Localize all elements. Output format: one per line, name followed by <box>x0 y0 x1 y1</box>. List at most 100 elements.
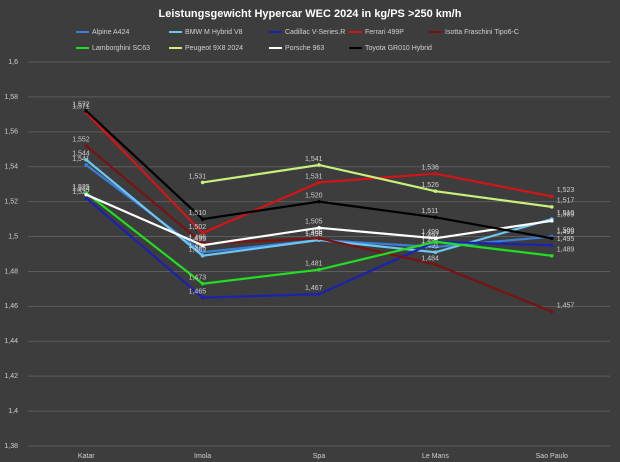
data-point <box>317 292 321 296</box>
x-tick-label: Sao Paulo <box>536 453 568 460</box>
data-label: 1,489 <box>189 247 207 254</box>
data-label: 1,491 <box>421 243 439 250</box>
data-point <box>550 236 554 241</box>
data-point <box>433 245 438 249</box>
data-label: 1,484 <box>421 255 439 262</box>
data-point <box>200 281 205 286</box>
data-point <box>433 250 438 255</box>
data-label: 1,495 <box>189 236 207 243</box>
y-tick-label: 1,52 <box>4 198 18 205</box>
x-tick-label: Katar <box>78 453 95 460</box>
data-point <box>433 236 438 241</box>
data-label: 1,497 <box>421 233 439 240</box>
data-point <box>200 250 205 255</box>
data-label: 1,520 <box>305 192 323 199</box>
y-tick-label: 1,48 <box>4 268 18 275</box>
data-label: 1,523 <box>557 187 575 194</box>
y-tick-label: 1,46 <box>4 303 18 310</box>
data-label: 1,522 <box>72 189 90 196</box>
data-label: 1,473 <box>189 275 207 282</box>
data-point <box>200 180 205 185</box>
data-point <box>550 219 554 223</box>
data-label: 1,465 <box>189 288 207 295</box>
data-label: 1,499 <box>421 229 439 236</box>
legend-label: Peugeot 9X8 2024 <box>185 45 243 52</box>
data-point <box>84 157 88 162</box>
data-label: 1,496 <box>189 234 207 241</box>
data-point <box>84 192 88 197</box>
data-label: 1,495 <box>557 236 575 243</box>
y-tick-label: 1,58 <box>4 94 18 101</box>
data-label: 1,544 <box>72 151 90 158</box>
legend-label: BMW M Hybrid V8 <box>185 29 243 36</box>
series-line <box>202 163 552 208</box>
data-label: 1,500 <box>557 227 575 234</box>
data-label: 1,541 <box>305 156 323 163</box>
data-label: 1,572 <box>72 102 90 109</box>
data-point <box>317 226 321 230</box>
data-point <box>550 205 554 209</box>
data-label: 1,505 <box>305 219 323 226</box>
y-tick-label: 1,54 <box>4 164 18 171</box>
data-label: 1,525 <box>72 184 90 191</box>
data-label: 1,457 <box>557 302 575 309</box>
chart-title: Leistungsgewicht Hypercar WEC 2024 in kg… <box>159 8 462 20</box>
data-label: 1,499 <box>305 229 323 236</box>
data-point <box>200 243 205 248</box>
data-point <box>200 295 205 300</box>
data-point <box>200 253 205 258</box>
data-label: 1,502 <box>189 224 207 231</box>
data-point <box>550 253 554 258</box>
legend-label: Cadillac V-Series.R <box>285 29 345 36</box>
legend-label: Ferrari 499P <box>365 29 404 36</box>
data-point <box>84 196 88 200</box>
data-label: 1,541 <box>72 156 90 163</box>
data-label: 1,498 <box>305 231 323 238</box>
y-tick-label: 1,44 <box>4 338 18 345</box>
data-label: 1,497 <box>421 233 439 240</box>
data-point <box>317 267 321 272</box>
legend-label: Alpine A424 <box>92 29 129 36</box>
data-label: 1,467 <box>305 285 323 292</box>
y-tick-label: 1,42 <box>4 373 18 380</box>
data-point <box>550 194 554 199</box>
data-label: 1,489 <box>557 247 575 254</box>
x-tick-label: Imola <box>194 453 211 460</box>
data-label: 1,531 <box>305 173 323 180</box>
data-label: 1,552 <box>72 137 90 144</box>
data-point <box>84 143 88 148</box>
data-label: 1,511 <box>421 208 438 215</box>
data-point <box>317 199 321 204</box>
data-point <box>317 163 321 167</box>
data-point <box>84 109 88 113</box>
data-point <box>550 243 554 248</box>
data-label: 1,491 <box>189 243 207 250</box>
data-point <box>84 163 88 167</box>
data-point <box>550 309 554 314</box>
legend-label: Lamborghini SC63 <box>92 45 150 52</box>
legend-label: Toyota GR010 Hybrid <box>365 45 432 52</box>
data-label: 1,499 <box>557 229 575 236</box>
data-point <box>433 262 438 267</box>
legend-label: Isotta Fraschini Tipo6-C <box>445 29 519 36</box>
y-tick-label: 1,4 <box>8 408 18 415</box>
legend-label: Porsche 963 <box>285 45 324 52</box>
y-tick-label: 1,56 <box>4 129 18 136</box>
data-label: 1,517 <box>557 198 575 205</box>
y-tick-label: 1,5 <box>8 233 18 240</box>
data-point <box>433 215 438 220</box>
data-label: 1,510 <box>189 210 207 217</box>
data-point <box>317 180 321 185</box>
data-point <box>200 217 205 221</box>
data-label: 1,536 <box>421 165 439 172</box>
data-point <box>200 231 205 235</box>
x-tick-label: Le Mans <box>422 453 449 460</box>
data-label: 1,524 <box>72 185 90 192</box>
x-tick-label: Spa <box>313 453 326 460</box>
data-point <box>433 171 438 176</box>
data-label: 1,510 <box>557 210 575 217</box>
data-label: 1,494 <box>421 238 439 245</box>
data-point <box>433 189 438 193</box>
data-label: 1,526 <box>421 182 439 189</box>
y-tick-label: 1,6 <box>8 59 18 66</box>
